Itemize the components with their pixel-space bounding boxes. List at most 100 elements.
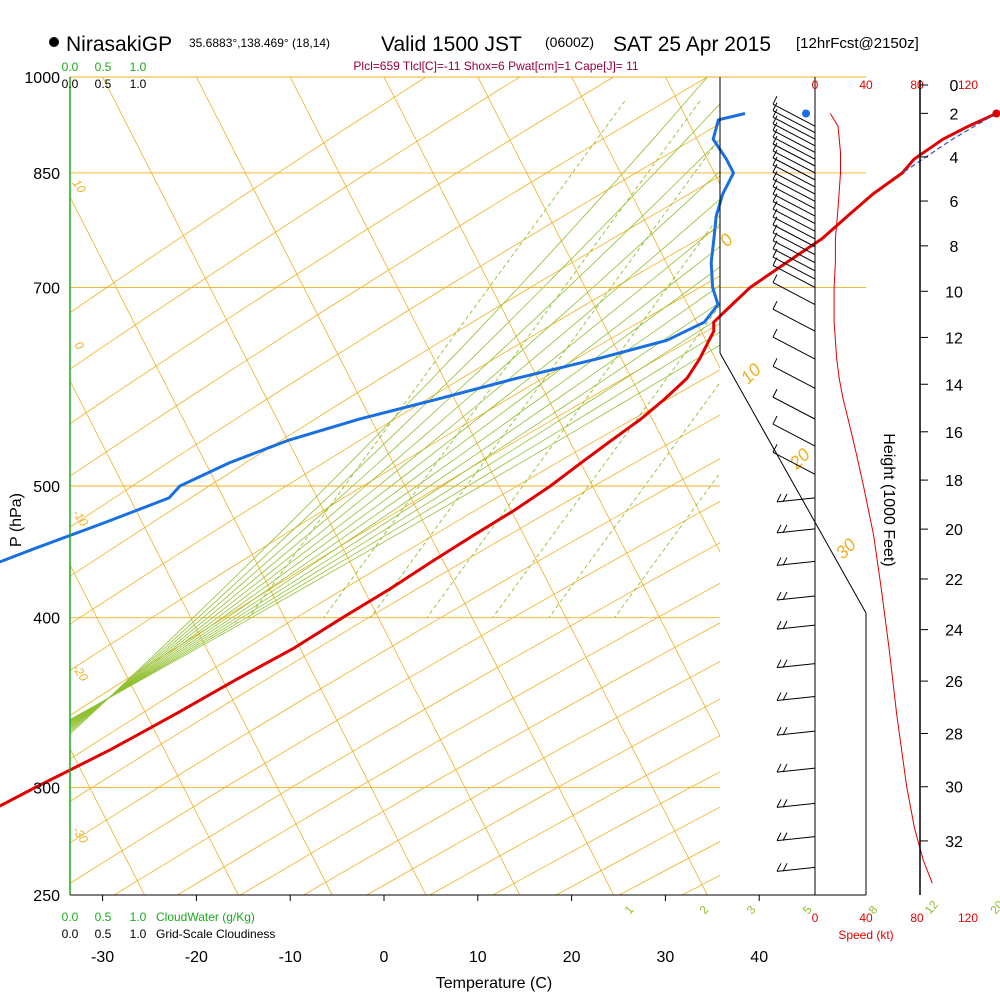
- dry-adiabat-line: [70, 77, 614, 425]
- height-tick-label: 22: [945, 572, 963, 589]
- valid-utc: (0600Z): [545, 34, 594, 50]
- mixing-ratio-label: 20: [987, 897, 1000, 916]
- isotherm-line: [853, 77, 1000, 895]
- isotherm-label: 20: [785, 445, 814, 474]
- moist-adiabat-line: [70, 317, 720, 722]
- wind-barb-flag: [772, 142, 778, 152]
- cloud-water-tick-top: 1.0: [130, 60, 147, 74]
- wind-barb-shaft: [772, 143, 816, 167]
- wind-barb-flag: [776, 726, 782, 736]
- wind-barb-flag: [772, 208, 778, 218]
- cloud-water-tick-top: 0.5: [95, 60, 112, 74]
- mixing-ratio-line: [548, 381, 720, 618]
- forecast-label: [12hrFcst@2150z]: [796, 35, 919, 52]
- cloud-water-label: CloudWater (g/Kg): [156, 910, 255, 924]
- wind-barb-flag: [782, 726, 788, 736]
- wind-barb-flag: [776, 591, 782, 601]
- moist-adiabat-line: [70, 266, 720, 725]
- wind-barb-shaft: [772, 201, 816, 225]
- dry-adiabat-line: [240, 622, 720, 895]
- valid-time: Valid 1500 JST: [381, 33, 522, 56]
- wind-barb-flag: [776, 557, 782, 566]
- height-tick-label: 4: [950, 150, 959, 167]
- pressure-tick-label: 300: [33, 780, 60, 797]
- wind-barb-shaft: [772, 224, 816, 248]
- wind-barb-shaft: [776, 866, 816, 872]
- wind-barb-shaft: [772, 256, 816, 280]
- wind-barb-flag: [772, 415, 778, 425]
- dry-adiabat-line: [70, 458, 720, 844]
- surface-dewpoint-marker: [802, 109, 811, 118]
- cloudiness-tick-top: 0.5: [95, 77, 112, 91]
- wind-barb-shaft: [772, 423, 816, 447]
- wind-barb-flag: [782, 591, 788, 601]
- wind-barb-shaft: [776, 802, 816, 808]
- wind-barb-flag: [772, 224, 778, 233]
- moist-adiabat-line: [70, 223, 720, 727]
- wind-barb-flag: [772, 248, 778, 258]
- wind-barb-shaft: [772, 157, 816, 181]
- height-tick-label: 8: [950, 239, 959, 256]
- height-tick-label: 6: [950, 194, 959, 211]
- wind-barb-flag: [772, 444, 778, 453]
- wind-barb-shaft: [772, 232, 816, 256]
- dry-adiabat-line: [70, 275, 720, 671]
- moist-adiabat-line: [70, 284, 720, 724]
- x-tick-label: 0: [380, 949, 389, 966]
- pressure-tick-label: 250: [33, 888, 60, 905]
- wind-barb-shaft: [772, 248, 816, 272]
- wind-barb-flag: [772, 232, 778, 241]
- wind-barb-shaft: [776, 497, 816, 503]
- mixing-ratio-label: 1: [622, 903, 637, 917]
- wind-barb-flag: [782, 557, 788, 566]
- wind-barb-flag: [776, 763, 782, 773]
- wind-barb-shaft: [772, 136, 816, 160]
- grid-clipped: [70, 77, 1000, 895]
- mixing-ratio-line: [492, 304, 720, 618]
- wind-barb-shaft: [776, 624, 816, 630]
- dry-adiabat-line: [70, 123, 720, 528]
- wind-barb-shaft: [772, 116, 816, 140]
- wind-barb-shaft: [776, 560, 816, 566]
- x-tick-label: -30: [91, 949, 114, 966]
- speed-profile-line: [829, 113, 933, 884]
- wind-barb-shaft: [776, 730, 816, 736]
- wind-barb-shaft: [772, 451, 816, 475]
- moist-adiabat-line: [70, 331, 720, 721]
- speed-tick-top: 40: [859, 78, 873, 92]
- wind-barb-shaft: [772, 123, 816, 147]
- wind-barb-flag: [772, 115, 778, 124]
- cloudiness-tick-top: 1.0: [130, 77, 147, 91]
- y-axis-title: P (hPa): [8, 493, 25, 547]
- wind-barb-shaft: [772, 193, 816, 217]
- wind-barb-shaft: [772, 216, 816, 240]
- wind-barb-flag: [776, 620, 782, 630]
- wind-barb-flag: [782, 493, 788, 503]
- x-axis-title: Temperature (C): [436, 975, 552, 992]
- wind-barb-shaft: [772, 336, 816, 360]
- height-tick-label: 0: [950, 78, 959, 95]
- dry-adiabat-line: [70, 77, 708, 477]
- wind-barb-flag: [772, 358, 778, 367]
- station-name: NirasakiGP: [66, 33, 172, 56]
- isotherm-label: -10: [70, 507, 92, 530]
- x-tick-label: 30: [657, 949, 675, 966]
- wind-barb-flag: [772, 274, 778, 283]
- valid-date: SAT 25 Apr 2015: [613, 33, 771, 56]
- wind-barb-flag: [772, 122, 778, 131]
- wind-barb-flag: [772, 185, 778, 195]
- isotherm-line: [759, 77, 1000, 895]
- wind-barb-shaft: [772, 110, 816, 134]
- x-tick-label: -20: [185, 949, 208, 966]
- x-tick-label: 20: [563, 949, 581, 966]
- speed-tick-bottom: 0: [812, 911, 819, 925]
- wind-barb-flag: [772, 300, 778, 310]
- wind-barb-flag: [772, 178, 778, 187]
- wind-barb-flag: [772, 149, 778, 159]
- wind-barb-shaft: [772, 240, 816, 264]
- wind-barb-shaft: [772, 365, 816, 389]
- mixing-ratio-label: 3: [744, 903, 759, 917]
- height-tick-label: 30: [945, 780, 963, 797]
